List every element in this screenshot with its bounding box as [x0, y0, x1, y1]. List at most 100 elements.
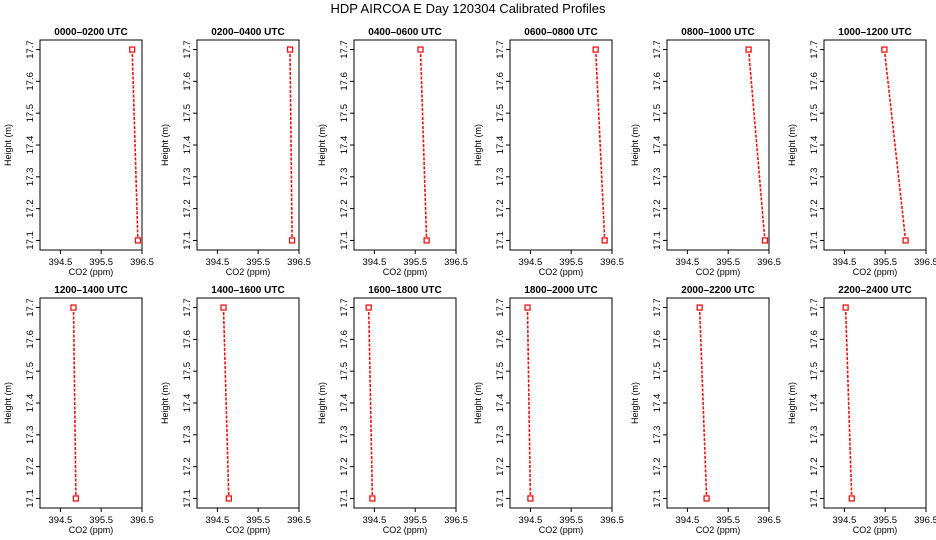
x-tick-label: 395.5: [89, 515, 113, 526]
y-tick-label: 17.5: [809, 362, 820, 381]
panel-title: 2000–2200 UTC: [681, 285, 754, 296]
y-axis-label: Height (m): [317, 382, 327, 424]
panel-title: 1200–1400 UTC: [54, 285, 127, 296]
y-tick-label: 17.2: [182, 199, 193, 218]
x-tick-label: 394.5: [363, 257, 387, 268]
profile-line: [72, 307, 77, 499]
plot-frame: [823, 297, 927, 509]
x-tick-label: 395.5: [873, 515, 897, 526]
x-tick-label: 394.5: [49, 515, 73, 526]
y-tick-label: 17.2: [25, 199, 36, 218]
y-tick-label: 17.5: [182, 362, 193, 381]
y-tick-label: 17.4: [182, 136, 193, 155]
y-tick-label: 17.5: [339, 104, 350, 123]
y-tick-label: 17.3: [495, 426, 506, 445]
profile-line: [526, 307, 532, 499]
y-tick-label: 17.6: [25, 330, 36, 349]
y-tick-label: 17.5: [25, 104, 36, 123]
y-tick-label: 17.5: [182, 104, 193, 123]
x-tick-label: 396.5: [287, 515, 311, 526]
profile-line: [594, 49, 606, 241]
y-tick-label: 17.7: [495, 298, 506, 317]
x-tick-label: 395.5: [403, 515, 427, 526]
y-tick-label: 17.3: [182, 168, 193, 187]
panel-title: 0800–1000 UTC: [681, 27, 754, 38]
data-point-marker: [417, 46, 424, 53]
panel-title: 0600–0800 UTC: [524, 27, 597, 38]
profile-panel: 2000–2200 UTC 394.5 395.5 396.5 17.1 17.2 17.3…: [630, 285, 781, 535]
data-point-marker: [703, 495, 710, 502]
x-tick-label: 395.5: [559, 515, 583, 526]
y-tick-label: 17.3: [339, 426, 350, 445]
y-tick-label: 17.1: [25, 231, 36, 250]
y-tick-label: 17.7: [495, 40, 506, 59]
x-tick-label: 394.5: [676, 515, 700, 526]
y-tick-label: 17.5: [495, 104, 506, 123]
y-tick-label: 17.7: [652, 40, 663, 59]
x-tick-label: 396.5: [287, 257, 311, 268]
plot-frame: [39, 39, 143, 251]
data-point-marker: [842, 304, 849, 311]
profile-panel: 2200–2400 UTC 394.5 395.5 396.5 17.1 17.2 17.3…: [787, 285, 936, 535]
y-tick-label: 17.5: [495, 362, 506, 381]
y-tick-label: 17.5: [652, 362, 663, 381]
y-tick-label: 17.3: [339, 168, 350, 187]
plot-frame: [196, 297, 300, 509]
x-tick-label: 396.5: [444, 515, 468, 526]
plot-frame: [823, 39, 927, 251]
y-tick-label: 17.6: [652, 72, 663, 91]
profile-line: [131, 49, 139, 241]
data-point-marker: [592, 46, 599, 53]
profile-panel: 1000–1200 UTC 394.5 395.5 396.5 17.1 17.2 17.3…: [787, 27, 936, 277]
x-tick-label: 394.5: [206, 257, 230, 268]
x-axis-label: CO2 (ppm): [853, 267, 898, 277]
data-point-marker: [423, 237, 430, 244]
y-tick-label: 17.6: [495, 72, 506, 91]
figure-title: HDP AIRCOA E Day 120304 Calibrated Profi…: [330, 1, 606, 16]
y-tick-label: 17.7: [25, 40, 36, 59]
y-tick-label: 17.2: [495, 199, 506, 218]
y-tick-label: 17.7: [182, 40, 193, 59]
data-point-marker: [848, 495, 855, 502]
y-tick-label: 17.1: [339, 489, 350, 508]
data-point-marker: [134, 237, 142, 244]
y-tick-label: 17.2: [652, 199, 663, 218]
y-tick-label: 17.3: [182, 426, 193, 445]
y-tick-label: 17.1: [182, 231, 193, 250]
y-axis-label: Height (m): [630, 382, 640, 424]
profile-line: [844, 307, 853, 499]
y-tick-label: 17.6: [182, 330, 193, 349]
data-point-marker: [70, 304, 77, 311]
x-axis-label: CO2 (ppm): [383, 267, 428, 277]
y-tick-label: 17.6: [339, 72, 350, 91]
profile-panel: 0400–0600 UTC 394.5 395.5 396.5 17.1 17.2 17.3…: [317, 27, 468, 277]
plot-frame: [196, 39, 300, 251]
data-point-marker: [72, 495, 80, 502]
y-tick-label: 17.6: [652, 330, 663, 349]
y-tick-label: 17.1: [652, 489, 663, 508]
y-tick-label: 17.4: [495, 136, 506, 155]
x-tick-label: 396.5: [130, 257, 154, 268]
plot-frame: [509, 297, 613, 509]
x-tick-label: 396.5: [757, 257, 781, 268]
y-axis-label: Height (m): [473, 382, 483, 424]
profile-line: [698, 307, 708, 499]
panel-title: 2200–2400 UTC: [838, 285, 911, 296]
x-tick-label: 396.5: [914, 257, 936, 268]
y-tick-label: 17.6: [25, 72, 36, 91]
x-tick-label: 395.5: [403, 257, 427, 268]
y-axis-label: Height (m): [3, 382, 13, 424]
y-tick-label: 17.3: [25, 168, 36, 187]
y-tick-label: 17.4: [809, 136, 820, 155]
profile-line: [883, 49, 907, 241]
y-tick-label: 17.1: [339, 231, 350, 250]
data-point-marker: [761, 237, 769, 244]
x-tick-label: 396.5: [914, 515, 936, 526]
y-tick-label: 17.2: [182, 457, 193, 476]
plot-frame: [509, 39, 613, 251]
y-tick-label: 17.4: [339, 136, 350, 155]
y-tick-label: 17.3: [809, 426, 820, 445]
y-axis-label: Height (m): [787, 124, 797, 166]
panel-title: 0400–0600 UTC: [368, 27, 441, 38]
data-point-marker: [129, 46, 136, 53]
